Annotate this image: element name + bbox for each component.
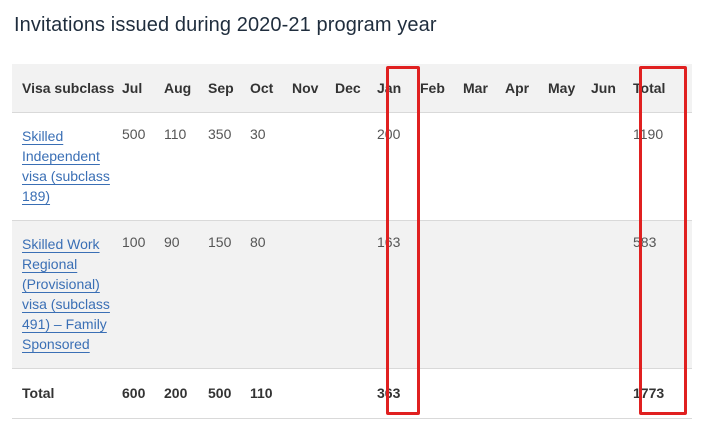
cell-mar (463, 220, 505, 369)
cell-dec (335, 112, 377, 221)
total-jan: 363 (377, 368, 420, 419)
total-mar (463, 368, 505, 419)
total-feb (420, 368, 463, 419)
subclass-491-link[interactable]: Skilled Work Regional (Provisional) visa… (22, 235, 110, 352)
cell-jul: 500 (122, 112, 164, 221)
cell-mar (463, 112, 505, 221)
total-may (548, 368, 591, 419)
cell-aug: 90 (164, 220, 208, 369)
total-label: Total (12, 368, 122, 419)
cell-jan: 200 (377, 112, 420, 221)
cell-jun (591, 112, 633, 221)
cell-jan: 163 (377, 220, 420, 369)
total-aug: 200 (164, 368, 208, 419)
table-header-row: Visa subclass Jul Aug Sep Oct Nov Dec Ja… (12, 64, 692, 113)
total-dec (335, 368, 377, 419)
total-apr (505, 368, 548, 419)
total-jun (591, 368, 633, 419)
header-jun: Jun (591, 64, 633, 113)
total-row: Total 600 200 500 110 363 1773 (12, 368, 692, 419)
header-jul: Jul (122, 64, 164, 113)
cell-dec (335, 220, 377, 369)
subclass-189-link[interactable]: Skilled Independent visa (subclass 189) (22, 127, 110, 204)
header-may: May (548, 64, 591, 113)
cell-jul: 100 (122, 220, 164, 369)
total-sep: 500 (208, 368, 250, 419)
header-total: Total (633, 64, 692, 113)
cell-may (548, 112, 591, 221)
header-jan: Jan (377, 64, 420, 113)
cell-may (548, 220, 591, 369)
invitations-table: Visa subclass Jul Aug Sep Oct Nov Dec Ja… (12, 64, 692, 419)
cell-jun (591, 220, 633, 369)
table-row: Skilled Independent visa (subclass 189) … (12, 112, 692, 221)
cell-oct: 30 (250, 112, 292, 221)
header-feb: Feb (420, 64, 463, 113)
table-row: Skilled Work Regional (Provisional) visa… (12, 220, 692, 369)
header-dec: Dec (335, 64, 377, 113)
cell-aug: 110 (164, 112, 208, 221)
cell-nov (292, 220, 335, 369)
header-oct: Oct (250, 64, 292, 113)
total-jul: 600 (122, 368, 164, 419)
header-sep: Sep (208, 64, 250, 113)
header-apr: Apr (505, 64, 548, 113)
header-nov: Nov (292, 64, 335, 113)
total-total: 1773 (633, 368, 692, 419)
cell-oct: 80 (250, 220, 292, 369)
cell-total: 583 (633, 220, 692, 369)
total-nov (292, 368, 335, 419)
cell-feb (420, 112, 463, 221)
page-title: Invitations issued during 2020-21 progra… (14, 14, 437, 36)
cell-apr (505, 112, 548, 221)
header-aug: Aug (164, 64, 208, 113)
header-mar: Mar (463, 64, 505, 113)
cell-apr (505, 220, 548, 369)
header-visa-subclass: Visa subclass (12, 64, 122, 113)
cell-sep: 350 (208, 112, 250, 221)
cell-sep: 150 (208, 220, 250, 369)
cell-total: 1190 (633, 112, 692, 221)
cell-feb (420, 220, 463, 369)
total-oct: 110 (250, 368, 292, 419)
subclass-cell: Skilled Independent visa (subclass 189) (12, 112, 122, 221)
cell-nov (292, 112, 335, 221)
subclass-cell: Skilled Work Regional (Provisional) visa… (12, 220, 122, 369)
